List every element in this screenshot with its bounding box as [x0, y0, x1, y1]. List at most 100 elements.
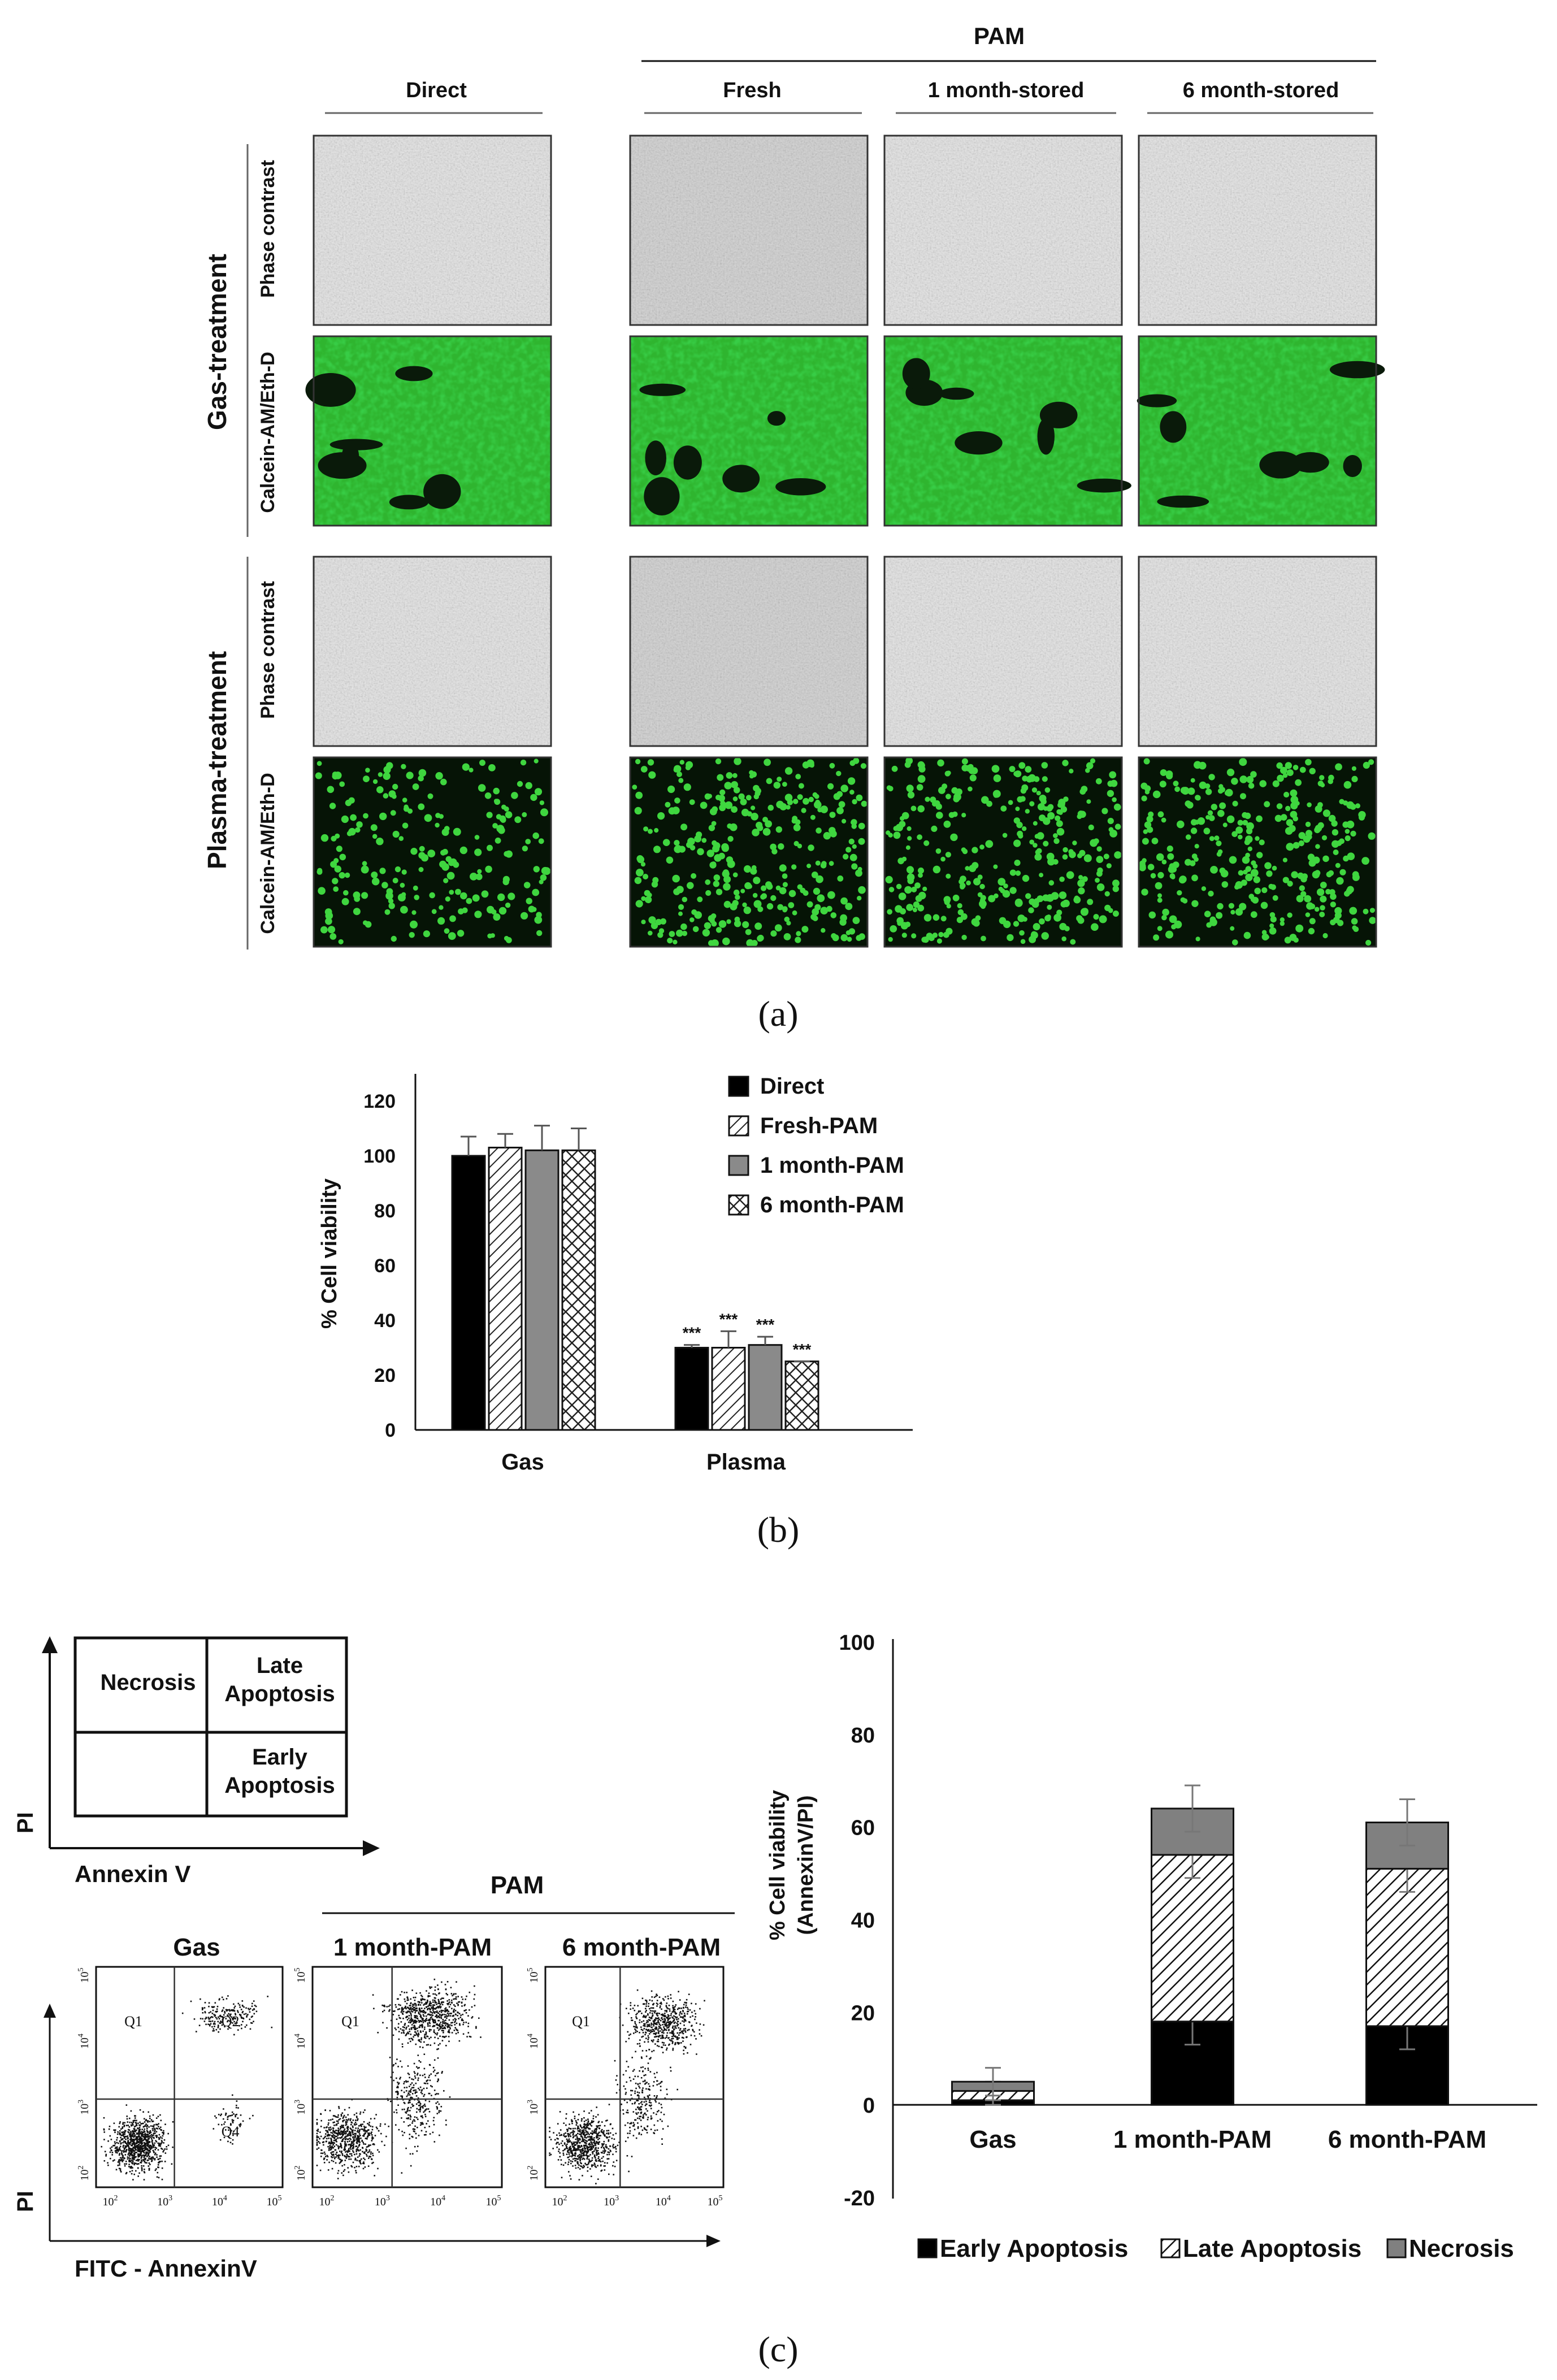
panel-c-legend-swatch-1 [1160, 2238, 1181, 2258]
flow-ytick-0-0: 102 [77, 2166, 91, 2181]
panel-b-bars: *** *** *** *** [451, 1125, 819, 1431]
panel-b-bar-0-1 [488, 1146, 523, 1431]
quadrant-early-1: Early [252, 1745, 308, 1770]
panel-c-label: (c) [758, 2329, 798, 2369]
panel-c-ytick-0: -20 [844, 2187, 875, 2210]
flow-ytick-2-0: 102 [526, 2166, 540, 2181]
micrograph-phase-1 [629, 556, 869, 747]
panel-c-category-0: Gas [969, 2126, 1016, 2153]
panel-b-ylabel: % Cell viability [318, 1178, 341, 1329]
col-header-fresh: Fresh [723, 79, 781, 102]
row-label-gas-phase: Phase contrast [257, 160, 279, 298]
micrograph-phase-0 [313, 135, 552, 326]
flow-x-axis: FITC - AnnexinV [75, 2255, 257, 2282]
flow-plot-2: Q1 102 102 103 103 104 104 105 105 [526, 1966, 725, 2208]
flow-title-gas: Gas [173, 1934, 220, 1961]
micrograph-phase-1 [629, 135, 869, 326]
panel-b-legend-swatch-0 [728, 1076, 749, 1097]
quadrant-early-2: Apoptosis [224, 1773, 335, 1798]
row-labels: Gas-treatment Phase contrast Calcein-AM/… [202, 144, 279, 950]
flow-plot-0: Q1 Q2 Q4 102 102 103 103 104 104 105 105 [77, 1966, 284, 2208]
panel-b-label: (b) [757, 1510, 800, 1550]
flow-q2-0: Q2 [222, 2013, 240, 2030]
panel-c-ytick-2: 20 [851, 2001, 875, 2025]
panel-c-ytick-3: 40 [851, 1909, 875, 1933]
panel-c-ytick-4: 60 [851, 1817, 875, 1840]
flow-xtick-0-0: 102 [103, 2194, 118, 2208]
micrograph-phase-0 [313, 556, 552, 747]
micrograph-grid [305, 135, 1385, 948]
row-group-plasma: Plasma-treatment [202, 651, 232, 869]
flow-xtick-0-2: 104 [212, 2194, 227, 2208]
panel-b-y-ticks: 0 20 40 60 80 100 120 [363, 1091, 396, 1441]
quadrant-necrosis: Necrosis [101, 1670, 196, 1695]
panel-b-legend-swatch-3 [728, 1194, 749, 1216]
flow-ytick-0-1: 103 [77, 2100, 91, 2115]
panel-b-annotation-0: *** [683, 1324, 701, 1342]
flow-title-1month: 1 month-PAM [333, 1934, 492, 1961]
flow-xtick-0-3: 105 [267, 2194, 282, 2208]
panel-b-annotation-1: *** [719, 1310, 738, 1328]
panel-c-legend-label-1: Late Apoptosis [1183, 2235, 1361, 2262]
panel-c-ylabel-1: % Cell viability [766, 1790, 790, 1940]
panel-c-category-1: 1 month-PAM [1113, 2126, 1272, 2153]
quadrant-legend: Necrosis Late Apoptosis Early Apoptosis … [13, 1636, 380, 1887]
flow-xtick-2-1: 103 [604, 2194, 619, 2208]
flow-q1-2: Q1 [572, 2013, 590, 2030]
panel-b-bar-1-0 [674, 1347, 709, 1431]
flow-xtick-1-1: 103 [375, 2194, 390, 2208]
micrograph-calcein-sparse-3 [1138, 756, 1377, 948]
micrograph-calcein-dense-3 [1137, 335, 1385, 527]
panel-c-ylabel-2: (AnnexinV/PI) [794, 1795, 818, 1935]
flow-ytick-1-2: 104 [293, 2034, 307, 2049]
quadrant-late-2: Apoptosis [224, 1681, 335, 1706]
panel-b-ytick-6: 120 [363, 1091, 396, 1112]
flow-plot-1: Q1 102 102 103 103 104 104 105 105 [293, 1966, 503, 2208]
flow-q4-0: Q4 [222, 2123, 240, 2140]
micrograph-calcein-sparse-0 [313, 756, 552, 948]
micrograph-calcein-sparse-2 [883, 756, 1123, 948]
panel-c: Necrosis Late Apoptosis Early Apoptosis … [13, 1631, 1537, 2369]
micrograph-calcein-dense-1 [629, 335, 869, 527]
panel-b-legend-swatch-1 [728, 1115, 749, 1137]
micrograph-calcein-sparse-1 [629, 756, 869, 948]
flow-xtick-1-2: 104 [430, 2194, 445, 2208]
panel-b-annotation-3: *** [793, 1341, 812, 1358]
panel-b-ytick-5: 100 [363, 1146, 396, 1167]
micrograph-phase-3 [1138, 556, 1377, 747]
flow-q1-1: Q1 [341, 2013, 359, 2030]
panel-b-ytick-0: 0 [385, 1420, 396, 1441]
panel-c-ytick-6: 100 [839, 1631, 875, 1655]
col-header-direct: Direct [406, 79, 467, 102]
col-header-6month: 6 month-stored [1183, 79, 1339, 102]
quadrant-x-axis: Annexin V [75, 1861, 190, 1887]
flow-ytick-2-3: 105 [526, 1968, 540, 1983]
panel-c-chart: -20 0 20 40 60 80 100 % Cell viability (Annexi… [766, 1631, 1537, 2262]
flow-xtick-1-0: 102 [319, 2194, 335, 2208]
panel-c-legend-swatch-0 [917, 2238, 938, 2258]
panel-c-legend-label-2: Necrosis [1409, 2235, 1514, 2262]
panel-b-legend-label-1: Fresh-PAM [760, 1113, 878, 1138]
flow-ytick-0-2: 104 [77, 2034, 91, 2049]
panel-b-categories: Gas Plasma [501, 1450, 786, 1475]
flow-xtick-2-2: 104 [656, 2194, 671, 2208]
panel-c-ytick-5: 80 [851, 1724, 875, 1748]
row-label-plasma-calcein: Calcein-AM/Eth-D [257, 773, 279, 934]
flow-ytick-2-1: 103 [526, 2100, 540, 2115]
panel-c-ytick-1: 0 [863, 2094, 875, 2118]
flow-ytick-1-3: 105 [293, 1968, 307, 1983]
panel-b-legend-label-3: 6 month-PAM [760, 1193, 904, 1217]
panel-b-legend-swatch-2 [728, 1155, 749, 1176]
panel-a: PAM Direct Fresh 1 month-stored 6 month-… [202, 23, 1385, 1034]
panel-b-bar-1-1 [711, 1347, 746, 1431]
panel-c-legend-label-0: Early Apoptosis [940, 2235, 1128, 2262]
flow-ytick-2-2: 104 [526, 2034, 540, 2049]
panel-b-ytick-1: 20 [374, 1365, 396, 1386]
flow-ytick-0-3: 105 [77, 1968, 91, 1983]
panel-b-legend-label-2: 1 month-PAM [760, 1153, 904, 1178]
micrograph-calcein-dense-2 [883, 335, 1131, 527]
panel-c-category-2: 6 month-PAM [1328, 2126, 1486, 2153]
panel-c-bar-1-1 [1151, 1854, 1234, 2023]
